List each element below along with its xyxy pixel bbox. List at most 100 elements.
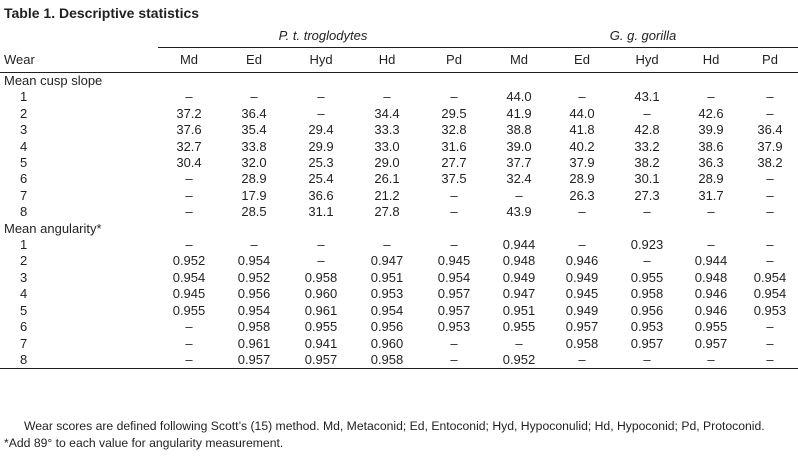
value-cell: 31.6 (441, 138, 467, 154)
table-row: 8 – 28.5 31.1 27.8 – 43.9 – – – – (0, 204, 798, 220)
value-cell: 0.961 (237, 335, 271, 351)
value-cell: 37.9 (757, 138, 783, 154)
value-cell: 0.941 (304, 335, 338, 351)
value-cell: – (766, 319, 774, 335)
value-cell: 0.960 (304, 286, 338, 302)
value-cell: – (707, 204, 715, 220)
value-cell: 0.955 (694, 319, 728, 335)
value-cell: 0.946 (694, 286, 728, 302)
table-footnotes: Wear scores are defined following Scott’… (4, 418, 794, 452)
table-title: Table 1. Descriptive statistics (4, 5, 200, 21)
value-cell: – (578, 89, 586, 105)
footnote-wear: Wear scores are defined following Scott’… (24, 419, 765, 433)
value-cell: 39.0 (506, 138, 532, 154)
table-row: 8–0.957 0.957 0.958–0.952– – – – (0, 351, 798, 370)
column-header: Md (158, 47, 220, 73)
value-cell: – (643, 253, 651, 269)
value-cell: 31.7 (698, 187, 724, 203)
value-cell: 29.4 (308, 122, 334, 138)
value-cell: 34.4 (374, 105, 400, 121)
value-cell: 32.7 (176, 138, 202, 154)
section-header-row: Mean cusp slope (0, 73, 798, 90)
value-cell: – (450, 237, 458, 253)
value-cell: 0.954 (753, 269, 787, 285)
value-cell: 29.5 (441, 105, 467, 121)
value-cell: 28.9 (698, 171, 724, 187)
value-cell: 0.958 (304, 269, 338, 285)
value-cell: – (766, 253, 774, 269)
footnote-angularity: *Add 89° to each value for angularity me… (4, 436, 284, 450)
table-row: 6 – 0.958 0.955 0.956 0.953 0.955 0.957 0.953 0.9… (0, 319, 798, 335)
value-cell: 36.4 (241, 105, 267, 121)
value-cell: 0.953 (370, 286, 404, 302)
value-cell: 0.947 (502, 286, 536, 302)
value-cell: 0.955 (172, 302, 206, 318)
descriptive-statistics-table: P. t. troglodytes G. g. gorilla Wear Md Ed… (0, 25, 798, 370)
value-cell: 0.955 (502, 319, 536, 335)
value-cell: 0.954 (237, 302, 271, 318)
value-cell: 0.952 (172, 253, 206, 269)
value-cell: 28.9 (569, 171, 595, 187)
table-row: 3 0.954 0.952 0.958 0.951 0.954 0.949 0.949 0.95… (0, 270, 798, 286)
wear-score-cell: 4 (20, 138, 28, 154)
value-cell: 0.955 (630, 269, 664, 285)
column-header: Hyd (288, 47, 354, 73)
value-cell: – (515, 335, 523, 351)
value-cell: – (383, 89, 391, 105)
value-cell: 28.9 (241, 171, 267, 187)
value-cell: 0.956 (370, 319, 404, 335)
value-cell: – (158, 351, 220, 370)
column-header: Ed (220, 47, 288, 73)
value-cell: 0.949 (565, 302, 599, 318)
value-cell: 41.9 (506, 105, 532, 121)
value-cell: – (250, 89, 258, 105)
value-cell: 27.3 (634, 187, 660, 203)
column-header-row: Wear Md Ed Hyd Hd Pd Md Ed Hyd Hd Pd (0, 47, 798, 73)
wear-score-cell: 5 (20, 302, 28, 318)
wear-score-cell: 1 (20, 89, 28, 105)
value-cell: – (185, 204, 193, 220)
value-cell: 0.953 (437, 319, 471, 335)
value-cell: 0.949 (565, 269, 599, 285)
value-cell: – (766, 335, 774, 351)
value-cell: – (450, 204, 458, 220)
value-cell: 43.9 (506, 204, 532, 220)
column-header: Ed (550, 47, 614, 73)
value-cell: – (550, 351, 614, 370)
table-row: 2 0.952 0.954 – 0.947 0.945 0.948 0.946 – 0.944 – (0, 253, 798, 269)
value-cell: 17.9 (241, 187, 267, 203)
value-cell: 38.2 (634, 155, 660, 171)
value-cell: 0.954 (237, 253, 271, 269)
value-cell: 37.7 (506, 155, 532, 171)
value-cell: 42.8 (634, 122, 660, 138)
wear-score-cell: 3 (20, 269, 28, 285)
value-cell: 0.960 (370, 335, 404, 351)
value-cell: 0.944 (502, 237, 536, 253)
section-header-row: Mean angularity* (0, 221, 798, 237)
section-label: Mean cusp slope (4, 73, 103, 88)
value-cell: 38.8 (506, 122, 532, 138)
value-cell: 31.1 (308, 204, 334, 220)
value-cell: 21.2 (374, 187, 400, 203)
wear-score-cell: 5 (20, 155, 28, 171)
value-cell: 25.4 (308, 171, 334, 187)
value-cell: – (766, 187, 774, 203)
column-header: Md (488, 47, 550, 73)
value-cell: 0.957 (630, 335, 664, 351)
value-cell: 0.957 (288, 351, 354, 370)
table-row: 3 37.6 35.4 29.4 33.3 32.8 38.8 41.8 42.8 39.9 36.… (0, 122, 798, 138)
table-row: 5 0.955 0.954 0.961 0.954 0.957 0.951 0.949 0.95… (0, 303, 798, 319)
value-cell: – (766, 204, 774, 220)
value-cell: – (707, 237, 715, 253)
value-cell: – (766, 89, 774, 105)
value-cell: 36.6 (308, 187, 334, 203)
value-cell: 0.954 (370, 302, 404, 318)
value-cell: 30.4 (176, 155, 202, 171)
value-cell: 0.949 (502, 269, 536, 285)
value-cell: 38.2 (757, 155, 783, 171)
value-cell: – (420, 351, 488, 370)
value-cell: – (450, 89, 458, 105)
value-cell: – (250, 237, 258, 253)
value-cell: 0.952 (488, 351, 550, 370)
